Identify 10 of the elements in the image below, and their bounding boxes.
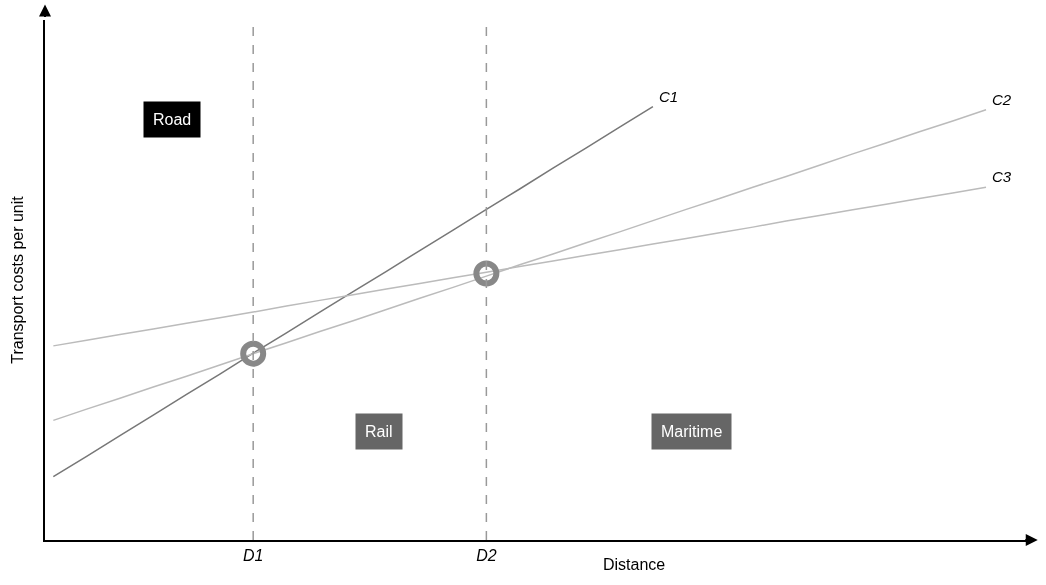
series-label: C1: [659, 88, 679, 105]
series-label: C3: [992, 168, 1012, 185]
x-axis-title: Distance: [603, 556, 666, 573]
annotation: Rail: [365, 423, 393, 440]
x-tick-label: D2: [476, 547, 497, 565]
x-tick-label: D1: [242, 547, 264, 565]
annotation: Maritime: [661, 423, 723, 440]
annotation: Road: [153, 111, 192, 128]
series-label: C2: [992, 91, 1012, 108]
y-axis-title: Transport costs per unit: [9, 195, 27, 364]
